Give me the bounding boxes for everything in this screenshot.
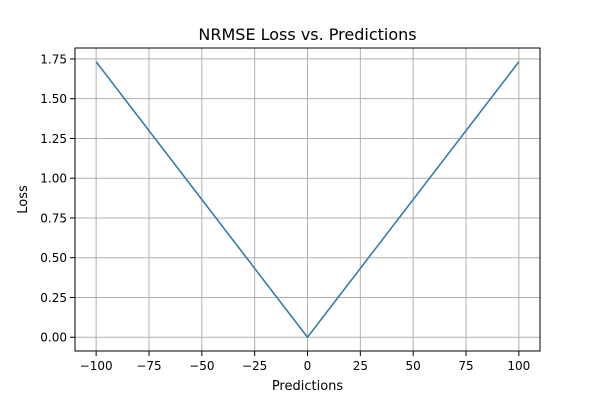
y-axis-label: Loss [16, 185, 31, 214]
tick-layer: −100 −75 −50 −25 0 25 50 75 100 0.00 0.25 0.50 0.75 1… [40, 52, 530, 373]
y-tick-label: 0.75 [40, 211, 67, 225]
y-tick-label: 0.00 [40, 331, 67, 345]
x-tick-label: −75 [136, 359, 161, 373]
x-tick-label: 50 [406, 359, 421, 373]
x-axis-label: Predictions [272, 379, 344, 394]
x-tick-label: −25 [242, 359, 267, 373]
y-tick-label: 0.25 [40, 291, 67, 305]
series-layer [95, 61, 520, 339]
x-tick-label: −50 [189, 359, 214, 373]
y-tick-label: 0.50 [40, 251, 67, 265]
series-line [95, 61, 520, 339]
y-tick-label: 1.00 [40, 172, 67, 186]
y-tick-label: 1.75 [40, 52, 67, 66]
y-tick-label: 1.25 [40, 132, 67, 146]
x-tick-label: −100 [80, 359, 113, 373]
x-tick-label: 75 [458, 359, 473, 373]
chart-title: NRMSE Loss vs. Predictions [198, 25, 416, 44]
grid-layer [75, 48, 540, 351]
x-tick-label: 0 [304, 359, 312, 373]
x-tick-label: 25 [353, 359, 368, 373]
y-tick-label: 1.50 [40, 92, 67, 106]
x-tick-label: 100 [507, 359, 530, 373]
